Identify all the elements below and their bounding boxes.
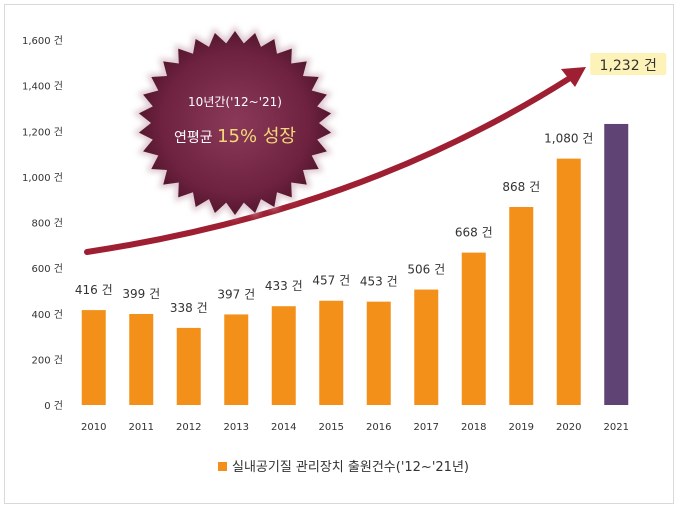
data-label: 433 건	[265, 279, 303, 293]
x-tick-label: 2010	[81, 422, 106, 433]
y-tick-label: 800 건	[32, 218, 63, 230]
x-tick-label: 2014	[271, 422, 296, 433]
x-tick-label: 2018	[461, 422, 486, 433]
data-label: 399 건	[122, 287, 160, 301]
bar-2011	[129, 313, 154, 405]
bar-2013	[224, 314, 249, 405]
y-axis: 0 건 200 건 400 건 600 건 800 건 1,000 건 1,200 건 1,4…	[22, 35, 63, 412]
x-tick-label: 2012	[176, 422, 201, 433]
badge-line-1: 10년간('12~'21)	[188, 95, 282, 109]
x-tick-label: 2020	[556, 422, 581, 433]
growth-badge: 10년간('12~'21) 연평균 15% 성장	[133, 25, 337, 221]
y-tick-label: 200 건	[32, 354, 63, 366]
bar-chart: 0 건 200 건 400 건 600 건 800 건 1,000 건 1,200 건 1,4…	[22, 25, 667, 475]
y-tick-label: 600 건	[32, 263, 63, 275]
growth-arrow-head	[561, 67, 586, 87]
bar-2020	[556, 158, 581, 405]
data-labels: 416 건 399 건 338 건 397 건 433 건 457 건 453 건 506 건…	[75, 53, 667, 315]
data-label: 668 건	[455, 226, 493, 240]
data-label: 1,080 건	[544, 132, 593, 146]
bar-2015	[319, 300, 344, 405]
legend-swatch	[218, 462, 227, 471]
legend: 실내공기질 관리장치 출원건수('12~'21년)	[218, 460, 469, 475]
data-label: 338 건	[170, 301, 208, 315]
y-tick-label: 400 건	[32, 309, 63, 321]
y-tick-label: 1,000 건	[22, 172, 63, 184]
badge-line-2-emphasis: 15% 성장	[217, 126, 296, 147]
bar-2012	[176, 327, 201, 405]
y-tick-label: 0 건	[44, 400, 63, 412]
x-axis: 2010 2011 2012 2013 2014 2015 2016 2017 2018 2019…	[81, 422, 629, 433]
y-tick-label: 1,400 건	[22, 81, 63, 93]
y-tick-label: 1,200 건	[22, 126, 63, 138]
x-tick-label: 2016	[366, 422, 391, 433]
y-tick-label: 1,600 건	[22, 35, 63, 47]
bar-series	[81, 123, 629, 405]
data-label: 416 건	[75, 283, 113, 297]
x-tick-label: 2017	[414, 422, 439, 433]
x-tick-label: 2011	[129, 422, 154, 433]
x-tick-label: 2015	[319, 422, 344, 433]
data-label: 453 건	[360, 275, 398, 289]
badge-line-2-prefix: 연평균	[174, 130, 217, 146]
bar-2014	[271, 306, 296, 405]
data-label: 506 건	[407, 263, 445, 277]
bar-2016	[366, 301, 391, 405]
x-tick-label: 2019	[509, 422, 534, 433]
data-label: 1,232 건	[600, 58, 657, 74]
bar-2019	[509, 206, 534, 405]
legend-label: 실내공기질 관리장치 출원건수('12~'21년)	[232, 460, 469, 475]
data-label: 868 건	[502, 180, 540, 194]
data-label: 457 건	[312, 274, 350, 288]
x-tick-label: 2013	[224, 422, 249, 433]
badge-line-2: 연평균 15% 성장	[174, 126, 296, 147]
data-label: 397 건	[217, 287, 255, 301]
chart-frame: 0 건 200 건 400 건 600 건 800 건 1,000 건 1,200 건 1,4…	[4, 4, 674, 504]
bar-2017	[414, 289, 439, 405]
x-tick-label: 2021	[604, 422, 629, 433]
bar-2021	[604, 123, 629, 405]
growth-arrow	[84, 75, 573, 255]
bar-2018	[461, 252, 486, 405]
highlight-label-background	[590, 53, 667, 75]
bar-2010	[81, 310, 106, 405]
